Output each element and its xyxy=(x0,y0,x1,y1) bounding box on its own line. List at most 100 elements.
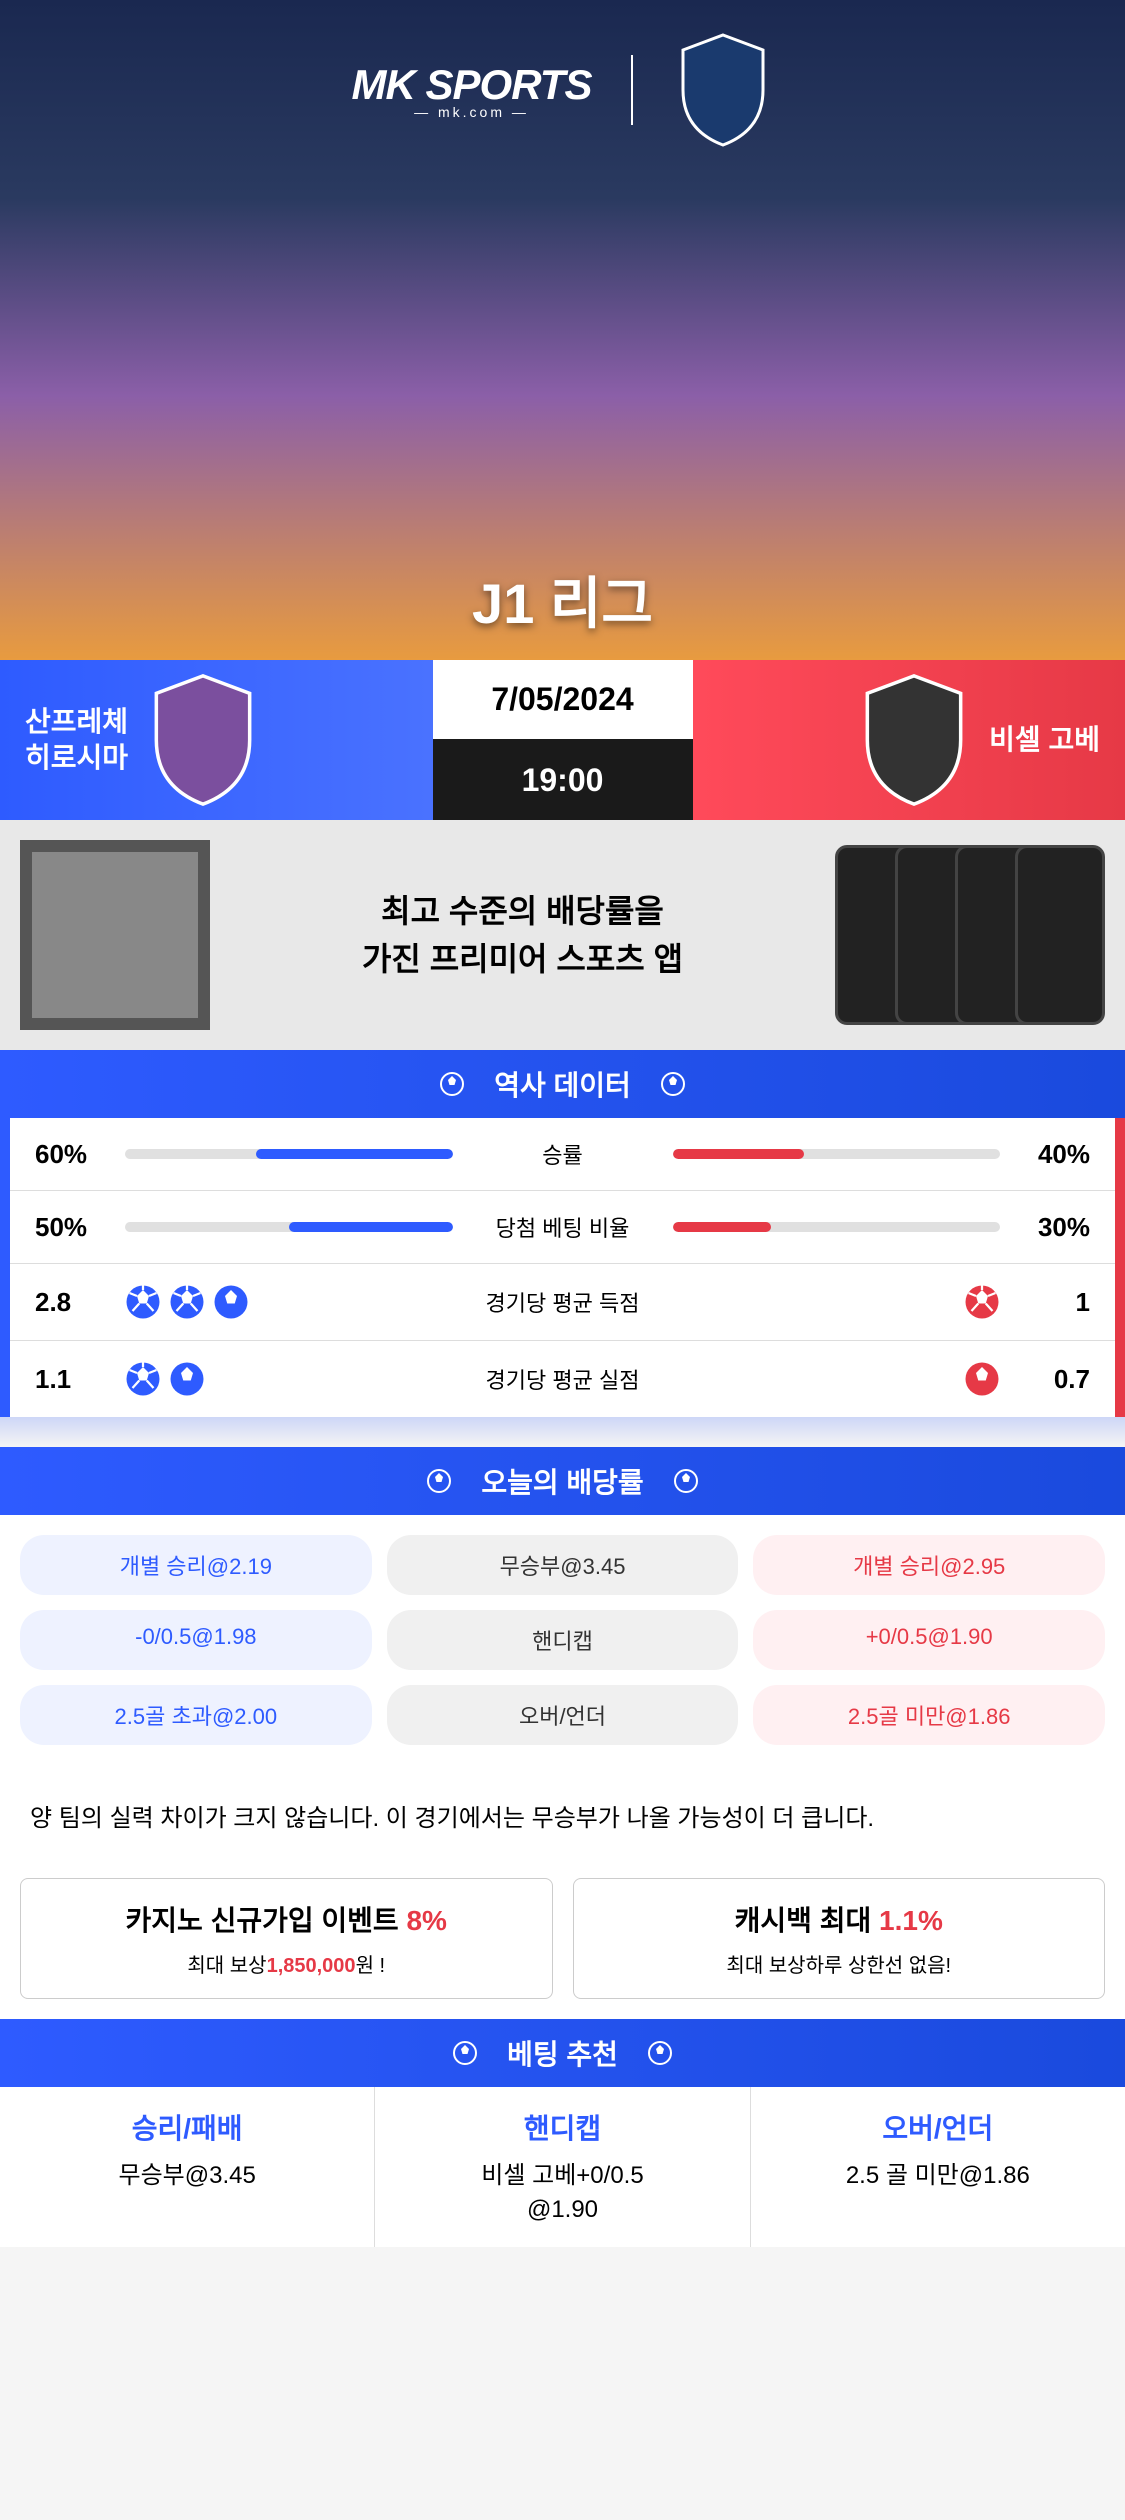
soccer-ball-icon xyxy=(125,1361,161,1397)
odds-cell-right[interactable]: 2.5골 미만@1.86 xyxy=(753,1685,1105,1745)
stats-table: 60% 승률 40% 50% 당첨 베팅 비율 30% 2.8 경기당 평균 득… xyxy=(0,1118,1125,1417)
stat-label: 당첨 베팅 비율 xyxy=(453,1211,673,1243)
bonus-percent: 8% xyxy=(406,1905,446,1936)
stat-bar-left xyxy=(125,1222,453,1232)
soccer-ball-icon xyxy=(440,1072,464,1096)
stat-value-right: 30% xyxy=(1000,1212,1090,1243)
odds-table: 개별 승리@2.19 무승부@3.45 개별 승리@2.95 -0/0.5@1.… xyxy=(0,1515,1125,1780)
recommendation-value: 비셀 고베+0/0.5 @1.90 xyxy=(395,2159,729,2226)
recommendation-column[interactable]: 승리/패배 무승부@3.45 xyxy=(0,2087,375,2246)
stat-label: 경기당 평균 득점 xyxy=(453,1286,673,1318)
team-right-name: 비셀 고베 xyxy=(989,722,1100,758)
match-datetime: 7/05/2024 19:00 xyxy=(433,660,693,820)
team-right-panel[interactable]: 비셀 고베 xyxy=(693,660,1125,820)
odds-row: -0/0.5@1.98 핸디캡 +0/0.5@1.90 xyxy=(20,1610,1105,1670)
soccer-ball-icon xyxy=(964,1284,1000,1320)
stat-row: 1.1 경기당 평균 실점 0.7 xyxy=(10,1341,1115,1417)
team-left-panel[interactable]: 산프레체 히로시마 xyxy=(0,660,433,820)
soccer-ball-half-icon xyxy=(213,1284,249,1320)
stat-label: 경기당 평균 실점 xyxy=(453,1363,673,1395)
qr-code-icon[interactable] xyxy=(20,840,210,1030)
stat-bar-right xyxy=(673,1222,1001,1232)
hero-logos: MK SPORTS — mk.com — xyxy=(0,0,1125,150)
recommendation-columns: 승리/패배 무승부@3.45 핸디캡 비셀 고베+0/0.5 @1.90 오버/… xyxy=(0,2087,1125,2246)
hero-banner: MK SPORTS — mk.com — J1 리그 xyxy=(0,0,1125,660)
recommendation-header: 베팅 추천 xyxy=(0,2019,1125,2087)
odds-header: 오늘의 배당률 xyxy=(0,1447,1125,1515)
stat-row: 50% 당첨 베팅 비율 30% xyxy=(10,1191,1115,1264)
bonus-card[interactable]: 캐시백 최대 1.1% 최대 보상하루 상한선 없음! xyxy=(573,1878,1106,1999)
ball-row-left xyxy=(125,1284,453,1320)
history-title: 역사 데이터 xyxy=(494,1064,631,1104)
team-right-logo-icon xyxy=(854,670,974,810)
odds-cell-center[interactable]: 핸디캡 xyxy=(387,1610,739,1670)
odds-cell-center[interactable]: 무승부@3.45 xyxy=(387,1535,739,1595)
recommendation-section: 베팅 추천 승리/패배 무승부@3.45 핸디캡 비셀 고베+0/0.5 @1.… xyxy=(0,2019,1125,2246)
spacer xyxy=(0,1417,1125,1447)
odds-cell-right[interactable]: 개별 승리@2.95 xyxy=(753,1535,1105,1595)
soccer-ball-icon xyxy=(453,2041,477,2065)
club-badge-icon xyxy=(673,30,773,150)
match-info-bar: 산프레체 히로시마 7/05/2024 19:00 비셀 고베 xyxy=(0,660,1125,820)
league-title: J1 리그 xyxy=(0,559,1125,640)
recommendation-column[interactable]: 핸디캡 비셀 고베+0/0.5 @1.90 xyxy=(375,2087,750,2246)
phone-mockups xyxy=(835,845,1105,1025)
stat-value-left: 50% xyxy=(35,1212,125,1243)
bonus-title: 캐시백 최대 1.1% xyxy=(594,1899,1085,1939)
soccer-ball-icon xyxy=(661,1072,685,1096)
recommendation-value: 무승부@3.45 xyxy=(20,2159,354,2193)
analysis-text: 양 팀의 실력 차이가 크지 않습니다. 이 경기에서는 무승부가 나올 가능성… xyxy=(0,1780,1125,1858)
soccer-ball-icon xyxy=(125,1284,161,1320)
history-header: 역사 데이터 xyxy=(0,1050,1125,1118)
stat-bar-right xyxy=(673,1149,1001,1159)
promo-text: 최고 수준의 배당률을 가진 프리미어 스포츠 앱 xyxy=(240,887,805,983)
logo-sub-text: — mk.com — xyxy=(414,104,529,120)
bonus-percent: 1.1% xyxy=(879,1905,943,1936)
stat-value-left: 60% xyxy=(35,1139,125,1170)
stat-value-right: 0.7 xyxy=(1000,1364,1090,1395)
match-time: 19:00 xyxy=(433,742,693,821)
stat-value-right: 1 xyxy=(1000,1287,1090,1318)
recommendation-value: 2.5 골 미만@1.86 xyxy=(771,2159,1105,2193)
logo-main-text: MK SPORTS xyxy=(352,61,592,109)
bonus-amount: 1,850,000 xyxy=(267,1955,356,1977)
logo-divider xyxy=(631,55,633,125)
recommendation-type: 승리/패배 xyxy=(20,2107,354,2147)
soccer-ball-half-icon xyxy=(169,1361,205,1397)
mk-sports-logo: MK SPORTS — mk.com — xyxy=(352,61,592,120)
odds-cell-left[interactable]: 개별 승리@2.19 xyxy=(20,1535,372,1595)
odds-cell-left[interactable]: -0/0.5@1.98 xyxy=(20,1610,372,1670)
ball-row-left xyxy=(125,1361,453,1397)
soccer-ball-half-icon xyxy=(964,1361,1000,1397)
soccer-ball-icon xyxy=(674,1469,698,1493)
phone-icon xyxy=(1015,845,1105,1025)
soccer-ball-icon xyxy=(169,1284,205,1320)
stat-value-left: 2.8 xyxy=(35,1287,125,1318)
recommendation-type: 오버/언더 xyxy=(771,2107,1105,2147)
team-left-logo-icon xyxy=(143,670,263,810)
odds-cell-right[interactable]: +0/0.5@1.90 xyxy=(753,1610,1105,1670)
odds-row: 2.5골 초과@2.00 오버/언더 2.5골 미만@1.86 xyxy=(20,1685,1105,1745)
ball-row-right xyxy=(673,1361,1001,1397)
odds-row: 개별 승리@2.19 무승부@3.45 개별 승리@2.95 xyxy=(20,1535,1105,1595)
stat-row: 2.8 경기당 평균 득점 1 xyxy=(10,1264,1115,1341)
stat-value-right: 40% xyxy=(1000,1139,1090,1170)
stat-value-left: 1.1 xyxy=(35,1364,125,1395)
stat-bar-left xyxy=(125,1149,453,1159)
bonus-card[interactable]: 카지노 신규가입 이벤트 8% 최대 보상1,850,000원 ! xyxy=(20,1878,553,1999)
promo-banner[interactable]: 최고 수준의 배당률을 가진 프리미어 스포츠 앱 xyxy=(0,820,1125,1050)
recommendation-column[interactable]: 오버/언더 2.5 골 미만@1.86 xyxy=(751,2087,1125,2246)
odds-title: 오늘의 배당률 xyxy=(481,1461,643,1501)
stat-row: 60% 승률 40% xyxy=(10,1118,1115,1191)
recommendation-type: 핸디캡 xyxy=(395,2107,729,2147)
recommendation-title: 베팅 추천 xyxy=(507,2033,618,2073)
match-date: 7/05/2024 xyxy=(433,660,693,742)
soccer-ball-icon xyxy=(648,2041,672,2065)
soccer-ball-icon xyxy=(427,1469,451,1493)
bonus-subtitle: 최대 보상1,850,000원 ! xyxy=(41,1949,532,1978)
team-left-name: 산프레체 히로시마 xyxy=(25,704,128,777)
stat-label: 승률 xyxy=(453,1138,673,1170)
ball-row-right xyxy=(673,1284,1001,1320)
odds-cell-center[interactable]: 오버/언더 xyxy=(387,1685,739,1745)
odds-cell-left[interactable]: 2.5골 초과@2.00 xyxy=(20,1685,372,1745)
